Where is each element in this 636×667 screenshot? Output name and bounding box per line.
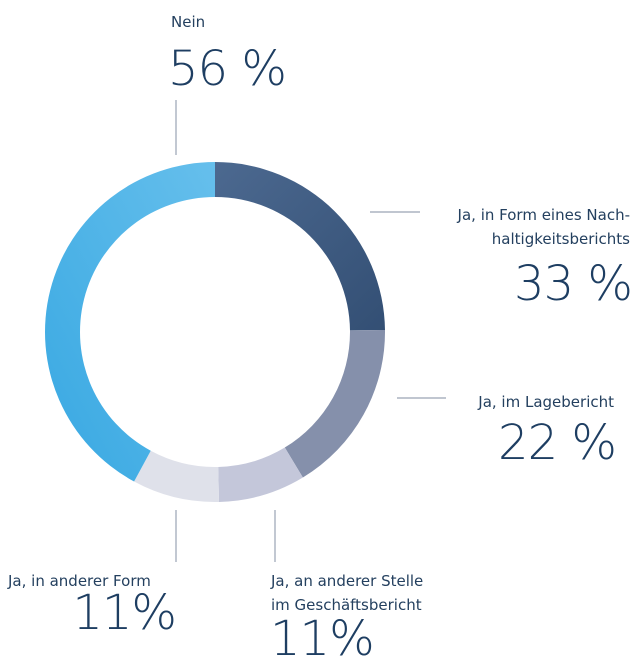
donut-segment — [134, 450, 220, 502]
donut-segment — [44, 162, 215, 482]
donut-segment — [215, 162, 385, 331]
value-label: 22 % — [498, 415, 617, 471]
category-label: Ja, in Form eines Nach- haltigkeitsberic… — [457, 206, 630, 248]
value-label: 56 % — [168, 41, 287, 97]
donut-segment — [218, 447, 303, 502]
value-label: 11% — [270, 611, 375, 667]
donut-segment — [284, 329, 385, 478]
value-label: 33 % — [514, 256, 633, 312]
donut — [44, 162, 385, 502]
value-label: 11% — [72, 585, 177, 641]
category-label: Ja, an anderer Stelle im Geschäftsberich… — [271, 572, 424, 614]
category-label: Nein — [171, 13, 206, 31]
category-label: Ja, im Lagebericht — [478, 393, 614, 411]
category-label: Ja, in anderer Form — [8, 572, 151, 590]
